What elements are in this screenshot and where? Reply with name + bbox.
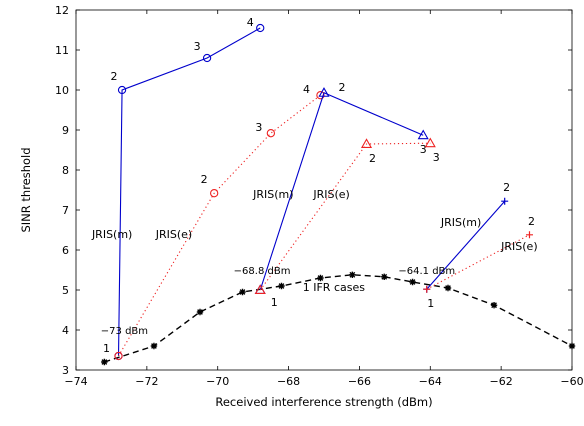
annotation: −68.8 dBm <box>234 266 291 277</box>
series-e-plus: 2 <box>423 215 535 293</box>
series-base-star <box>101 271 576 366</box>
y-tick-label: 10 <box>55 84 69 97</box>
point-label: 3 <box>420 143 427 156</box>
point-label: 4 <box>303 83 310 96</box>
y-tick-label: 9 <box>62 124 69 137</box>
data-point <box>317 274 324 282</box>
y-tick-label: 12 <box>55 4 69 17</box>
annotation: −73 dBm <box>101 326 148 337</box>
annotation: JRIS(m) <box>91 228 132 241</box>
point-label: 3 <box>433 151 440 164</box>
data-point <box>278 282 285 290</box>
series-line <box>426 200 506 290</box>
data-point <box>318 87 330 97</box>
series-line <box>259 142 431 291</box>
plot-area <box>75 9 573 371</box>
data-point <box>101 358 108 366</box>
data-point <box>196 308 204 316</box>
data-point <box>239 288 246 296</box>
data-point <box>254 284 266 295</box>
x-tick-label: −68 <box>277 375 300 388</box>
annotation: −64.1 dBm <box>398 266 455 277</box>
data-point <box>381 273 388 280</box>
point-label: 4 <box>247 16 254 29</box>
data-point <box>266 129 276 138</box>
point-label: 1 <box>103 342 110 355</box>
data-point <box>423 285 431 293</box>
y-tick-label: 6 <box>62 244 69 257</box>
point-label: 2 <box>528 215 535 228</box>
x-tick-label: −64 <box>419 375 442 388</box>
series-line <box>426 234 530 290</box>
annotation: 1 IFR cases <box>303 281 365 294</box>
point-label: 2 <box>369 152 376 165</box>
x-tick-label: −66 <box>348 375 371 388</box>
series-line <box>117 27 261 357</box>
annotation: JRIS(m) <box>252 188 293 201</box>
data-point <box>568 342 576 350</box>
x-tick-label: −74 <box>64 375 87 388</box>
data-point <box>444 284 452 292</box>
series-e-circle: 2 3 4 <box>114 83 325 361</box>
data-point <box>360 138 373 148</box>
data-point <box>210 189 219 198</box>
data-point <box>490 302 498 309</box>
annotation: JRIS(e) <box>155 228 192 241</box>
data-point <box>525 231 533 239</box>
x-tick-label: −62 <box>490 375 513 388</box>
y-tick-label: 8 <box>62 164 69 177</box>
x-tick-label: −70 <box>206 375 229 388</box>
x-tick-label: −72 <box>135 375 158 388</box>
y-axis-label: SINR threshold <box>19 147 33 232</box>
y-tick-label: 5 <box>62 284 69 297</box>
y-tick-label: 11 <box>55 44 69 57</box>
data-point <box>316 91 325 100</box>
data-point <box>349 271 356 278</box>
data-point <box>202 53 212 63</box>
y-tick-label: 4 <box>62 324 69 337</box>
data-point <box>417 129 429 140</box>
data-point <box>409 278 416 286</box>
annotation-layer: JRIS(m) JRIS(e) JRIS(m) JRIS(e) JRIS(m) JRIS(… <box>91 188 538 337</box>
series-m-circle: 1 2 3 4 <box>103 16 265 361</box>
data-point <box>114 351 123 361</box>
y-tick-label: 7 <box>62 204 69 217</box>
x-axis-label: Received interference strength (dBm) <box>215 395 432 409</box>
x-tick-label: −60 <box>560 375 583 388</box>
annotation: JRIS(m) <box>440 216 481 229</box>
data-point <box>150 342 158 350</box>
y-tick-label: 3 <box>62 364 69 377</box>
data-point <box>117 85 127 95</box>
point-label: 1 <box>427 297 434 310</box>
series-line <box>259 92 424 291</box>
point-label: 2 <box>339 81 346 94</box>
annotation: JRIS(e) <box>500 240 537 253</box>
point-label: 2 <box>503 181 510 194</box>
data-point <box>424 137 436 148</box>
point-label: 3 <box>194 40 201 53</box>
annotation: JRIS(e) <box>312 188 349 201</box>
series-line <box>104 274 573 363</box>
point-label: 2 <box>201 173 208 186</box>
point-label: 1 <box>271 296 278 309</box>
data-point <box>501 197 509 205</box>
point-label: 2 <box>111 70 118 83</box>
point-label: 3 <box>255 121 262 134</box>
data-point <box>256 23 265 33</box>
